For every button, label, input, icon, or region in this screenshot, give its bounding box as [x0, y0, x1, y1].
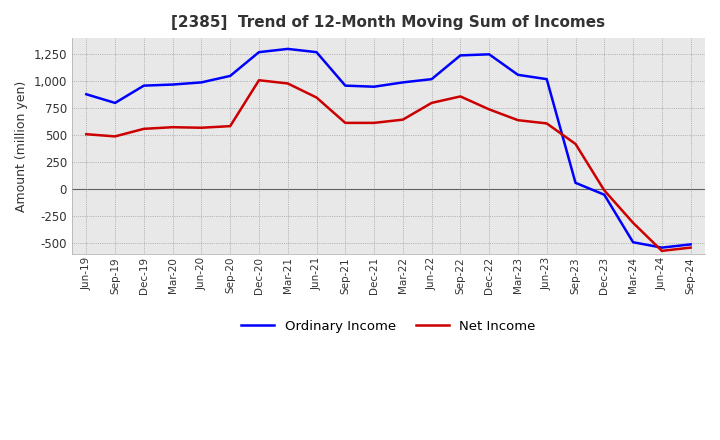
Net Income: [197, 125, 206, 130]
Net Income: [427, 100, 436, 106]
Net Income: [284, 81, 292, 86]
Net Income: [542, 121, 551, 126]
Net Income: [226, 124, 235, 129]
Ordinary Income: [686, 242, 695, 247]
Ordinary Income: [140, 83, 148, 88]
Ordinary Income: [542, 77, 551, 82]
Net Income: [485, 107, 493, 112]
Ordinary Income: [427, 77, 436, 82]
Net Income: [456, 94, 464, 99]
Y-axis label: Amount (million yen): Amount (million yen): [15, 81, 28, 212]
Ordinary Income: [399, 80, 408, 85]
Ordinary Income: [312, 50, 321, 55]
Line: Net Income: Net Income: [86, 80, 690, 251]
Ordinary Income: [255, 50, 264, 55]
Net Income: [657, 248, 666, 253]
Net Income: [571, 141, 580, 147]
Ordinary Income: [600, 192, 608, 198]
Ordinary Income: [485, 51, 493, 57]
Legend: Ordinary Income, Net Income: Ordinary Income, Net Income: [236, 315, 541, 338]
Net Income: [255, 77, 264, 83]
Ordinary Income: [370, 84, 379, 89]
Net Income: [600, 188, 608, 193]
Ordinary Income: [571, 180, 580, 186]
Net Income: [82, 132, 91, 137]
Net Income: [370, 120, 379, 125]
Net Income: [140, 126, 148, 132]
Line: Ordinary Income: Ordinary Income: [86, 49, 690, 248]
Ordinary Income: [82, 92, 91, 97]
Net Income: [399, 117, 408, 122]
Net Income: [513, 117, 522, 123]
Ordinary Income: [168, 82, 177, 87]
Title: [2385]  Trend of 12-Month Moving Sum of Incomes: [2385] Trend of 12-Month Moving Sum of I…: [171, 15, 606, 30]
Ordinary Income: [284, 46, 292, 51]
Ordinary Income: [629, 240, 637, 245]
Ordinary Income: [456, 53, 464, 58]
Ordinary Income: [197, 80, 206, 85]
Net Income: [686, 245, 695, 250]
Net Income: [312, 95, 321, 100]
Net Income: [341, 120, 350, 125]
Net Income: [629, 220, 637, 225]
Net Income: [111, 134, 120, 139]
Ordinary Income: [111, 100, 120, 106]
Ordinary Income: [341, 83, 350, 88]
Ordinary Income: [226, 73, 235, 79]
Net Income: [168, 125, 177, 130]
Ordinary Income: [513, 72, 522, 77]
Ordinary Income: [657, 245, 666, 250]
